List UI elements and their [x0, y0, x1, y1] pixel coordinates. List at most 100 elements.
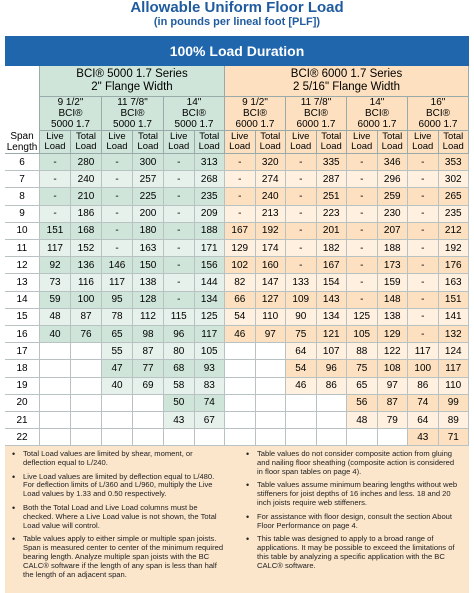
- load-value-cell: [40, 343, 71, 361]
- load-value-cell: 167: [316, 257, 347, 275]
- load-value-cell: -: [225, 154, 256, 172]
- load-value-cell: 76: [71, 326, 102, 344]
- live-load-label1: Live: [231, 131, 249, 142]
- load-value-cell: 212: [438, 222, 469, 240]
- load-value-cell: -: [408, 326, 439, 344]
- load-value-cell: 163: [438, 274, 469, 292]
- load-value-cell: 97: [255, 326, 286, 344]
- load-value-cell: [225, 377, 256, 395]
- total-load-label2: Load: [198, 141, 220, 152]
- series-6000-line2: 2 5/16" Flange Width: [292, 81, 400, 93]
- load-value-cell: 200: [133, 205, 164, 223]
- load-value-cell: 87: [71, 308, 102, 326]
- table-row: 17 55 87 80 105 64 107 88 122 117 124: [5, 343, 469, 361]
- load-value-cell: 65: [102, 326, 133, 344]
- load-value-cell: 48: [347, 412, 378, 430]
- column-header: 11 7/8" BCI® 5000 1.7: [102, 96, 164, 130]
- load-value-cell: -: [102, 171, 133, 189]
- load-value-cell: 108: [377, 360, 408, 378]
- load-value-cell: -: [164, 291, 195, 309]
- load-value-cell: -: [408, 171, 439, 189]
- span-cell: 6: [5, 154, 40, 172]
- load-value-cell: 210: [71, 188, 102, 206]
- load-value-cell: 300: [133, 154, 164, 172]
- load-value-cell: [286, 429, 317, 447]
- load-value-cell: 50: [164, 394, 195, 412]
- load-value-cell: 87: [377, 394, 408, 412]
- load-value-cell: [40, 394, 71, 412]
- load-value-cell: 151: [40, 222, 71, 240]
- table-row: 9-186-200-209-213-223-230-235: [5, 205, 469, 223]
- notes-panel: Total Load values are limited by shear, …: [5, 446, 469, 593]
- load-value-cell: [71, 394, 102, 412]
- load-value-cell: 240: [71, 171, 102, 189]
- load-value-cell: 188: [194, 222, 225, 240]
- load-value-cell: -: [286, 154, 317, 172]
- load-value-cell: 47: [102, 360, 133, 378]
- series-6000-line1: BCI® 6000 1.7 Series: [290, 68, 403, 80]
- table-row: 18 47 77 68 93 54 96 75 108 100 117: [5, 360, 469, 378]
- load-value-cell: 134: [316, 308, 347, 326]
- load-value-cell: [71, 377, 102, 395]
- load-value-cell: -: [347, 240, 378, 258]
- live-load-header: Live Load: [164, 130, 195, 154]
- load-value-cell: [255, 412, 286, 430]
- column-header: 14" BCI® 6000 1.7: [347, 96, 408, 130]
- load-value-cell: -: [102, 188, 133, 206]
- load-value-cell: 167: [225, 222, 256, 240]
- span-cell: 11: [5, 240, 40, 258]
- load-value-cell: 235: [194, 188, 225, 206]
- load-value-cell: 109: [286, 291, 317, 309]
- load-value-cell: 207: [377, 222, 408, 240]
- load-value-cell: 128: [133, 291, 164, 309]
- load-value-cell: 43: [408, 429, 439, 447]
- table-row: 20 50 74 56 87 74 99: [5, 394, 469, 412]
- load-value-cell: [225, 343, 256, 361]
- total-load-label2: Load: [320, 141, 342, 152]
- load-value-cell: 259: [377, 188, 408, 206]
- load-value-cell: -: [225, 205, 256, 223]
- load-value-cell: 125: [194, 308, 225, 326]
- column-name2: 5000 1.7: [113, 119, 152, 130]
- load-value-cell: -: [102, 240, 133, 258]
- load-value-cell: -: [347, 222, 378, 240]
- load-value-cell: 151: [438, 291, 469, 309]
- load-value-cell: 180: [133, 222, 164, 240]
- load-value-cell: -: [164, 240, 195, 258]
- load-value-cell: 192: [255, 222, 286, 240]
- column-name2: 6000 1.7: [296, 119, 336, 130]
- series-header-5000: BCI® 5000 1.7 Series 2" Flange Width: [40, 66, 225, 96]
- load-value-cell: 320: [255, 154, 286, 172]
- load-value-cell: 110: [255, 308, 286, 326]
- load-value-cell: [194, 429, 225, 447]
- table-row: 16 40 76 65 98 96 117 46 97 75 121 105 129-132: [5, 326, 469, 344]
- load-value-cell: [316, 412, 347, 430]
- load-value-cell: 268: [194, 171, 225, 189]
- load-value-cell: [133, 412, 164, 430]
- page-title: Allowable Uniform Floor Load: [130, 0, 344, 16]
- load-value-cell: 66: [225, 291, 256, 309]
- load-value-cell: -: [286, 240, 317, 258]
- load-value-cell: [255, 377, 286, 395]
- load-value-cell: 96: [316, 360, 347, 378]
- total-load-header: Total Load: [255, 130, 286, 154]
- notes-right-list: Table values do not consider composite a…: [243, 449, 461, 571]
- live-load-label1: Live: [108, 131, 126, 142]
- load-value-cell: [71, 343, 102, 361]
- load-value-cell: 265: [438, 188, 469, 206]
- total-load-label2: Load: [75, 141, 97, 152]
- column-name1: BCI®: [364, 108, 390, 119]
- total-load-label1: Total: [260, 131, 281, 142]
- table-row: 12 92 136 146 150-156 102 160-167-173-176: [5, 257, 469, 275]
- load-value-cell: 182: [316, 240, 347, 258]
- load-value-cell: [377, 429, 408, 447]
- load-value-cell: 225: [133, 188, 164, 206]
- load-value-cell: 68: [164, 360, 195, 378]
- load-value-cell: -: [347, 188, 378, 206]
- load-value-cell: 75: [347, 360, 378, 378]
- table-row: 10 151 168-180-188 167 192-201-207-212: [5, 222, 469, 240]
- total-load-label1: Total: [382, 131, 403, 142]
- load-value-cell: [40, 377, 71, 395]
- load-value-cell: -: [164, 188, 195, 206]
- span-cell: 21: [5, 412, 40, 430]
